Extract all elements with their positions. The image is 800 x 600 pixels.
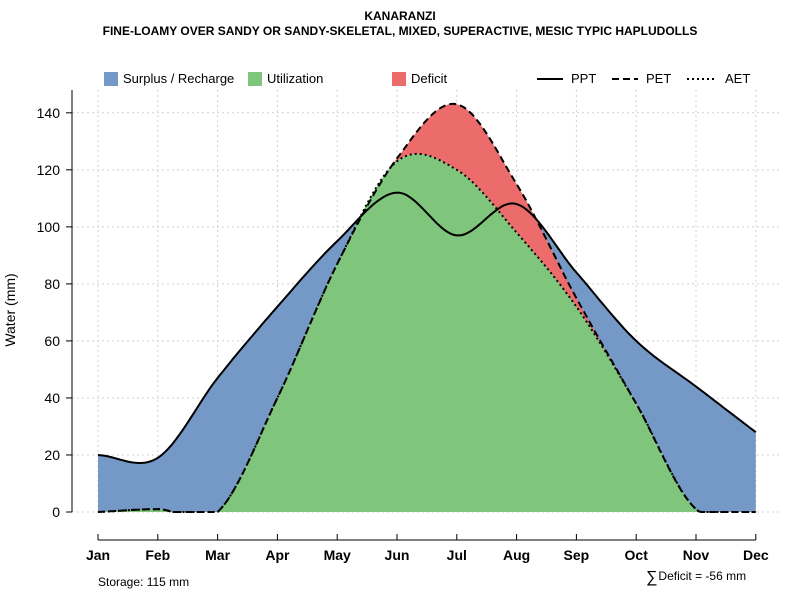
x-tick-label: Aug <box>503 547 530 563</box>
y-tick-label: 20 <box>44 447 60 463</box>
legend-label-aet: AET <box>725 71 751 86</box>
x-tick-label: Jul <box>447 547 467 563</box>
y-tick-label: 80 <box>44 276 60 292</box>
x-tick-label: Oct <box>625 547 649 563</box>
x-tick-label: Feb <box>145 547 170 563</box>
legend-line-aet <box>687 77 717 80</box>
x-tick-label: Dec <box>743 547 769 563</box>
y-tick-label: 140 <box>37 105 61 121</box>
deficit-sum-symbol: ∑ <box>646 569 658 586</box>
x-tick-label: Nov <box>683 547 710 563</box>
y-tick-label: 0 <box>52 504 60 520</box>
legend-line-pet <box>612 77 638 80</box>
legend-label-pet: PET <box>646 71 672 86</box>
legend-label-deficit: Deficit <box>411 71 448 86</box>
x-tick-label: May <box>324 547 351 563</box>
chart-subtitle: FINE-LOAMY OVER SANDY OR SANDY-SKELETAL,… <box>102 24 698 38</box>
legend-line-ppt <box>537 77 563 80</box>
x-tick-label: Jun <box>385 547 410 563</box>
legend-label-utilization: Utilization <box>267 71 324 86</box>
x-tick-label: Sep <box>564 547 590 563</box>
legend-label-ppt: PPT <box>571 71 597 86</box>
y-tick-label: 120 <box>37 162 61 178</box>
area-utilization <box>98 153 756 512</box>
series-line-aet <box>97 152 756 513</box>
y-axis-label: Water (mm) <box>2 273 18 346</box>
y-tick-label: 60 <box>44 333 60 349</box>
y-tick-label: 40 <box>44 390 60 406</box>
series-line-ppt <box>97 191 757 464</box>
legend-item-deficit: Deficit <box>392 71 447 86</box>
x-tick-label: Apr <box>265 547 290 563</box>
chart-title: KANARANZI <box>364 9 436 23</box>
legend-swatch-surplus <box>104 71 118 86</box>
y-tick-label: 100 <box>37 219 61 235</box>
legend-swatch-utilization <box>248 71 262 86</box>
legend-item-surplus: Surplus / Recharge <box>104 71 234 86</box>
legend-item-pet: PET <box>612 71 671 86</box>
legend-swatch-deficit <box>392 71 406 86</box>
deficit-annotation: ∑Deficit = -56 mm <box>646 569 746 587</box>
deficit-value: Deficit = -56 mm <box>658 569 747 583</box>
legend-item-utilization: Utilization <box>248 71 323 86</box>
x-tick-label: Mar <box>205 547 230 563</box>
x-tick-label: Jan <box>86 547 110 563</box>
legend-item-ppt: PPT <box>537 71 596 86</box>
legend-label-surplus: Surplus / Recharge <box>123 71 235 86</box>
storage-annotation: Storage: 115 mm <box>98 575 190 589</box>
legend-item-aet: AET <box>687 71 750 86</box>
